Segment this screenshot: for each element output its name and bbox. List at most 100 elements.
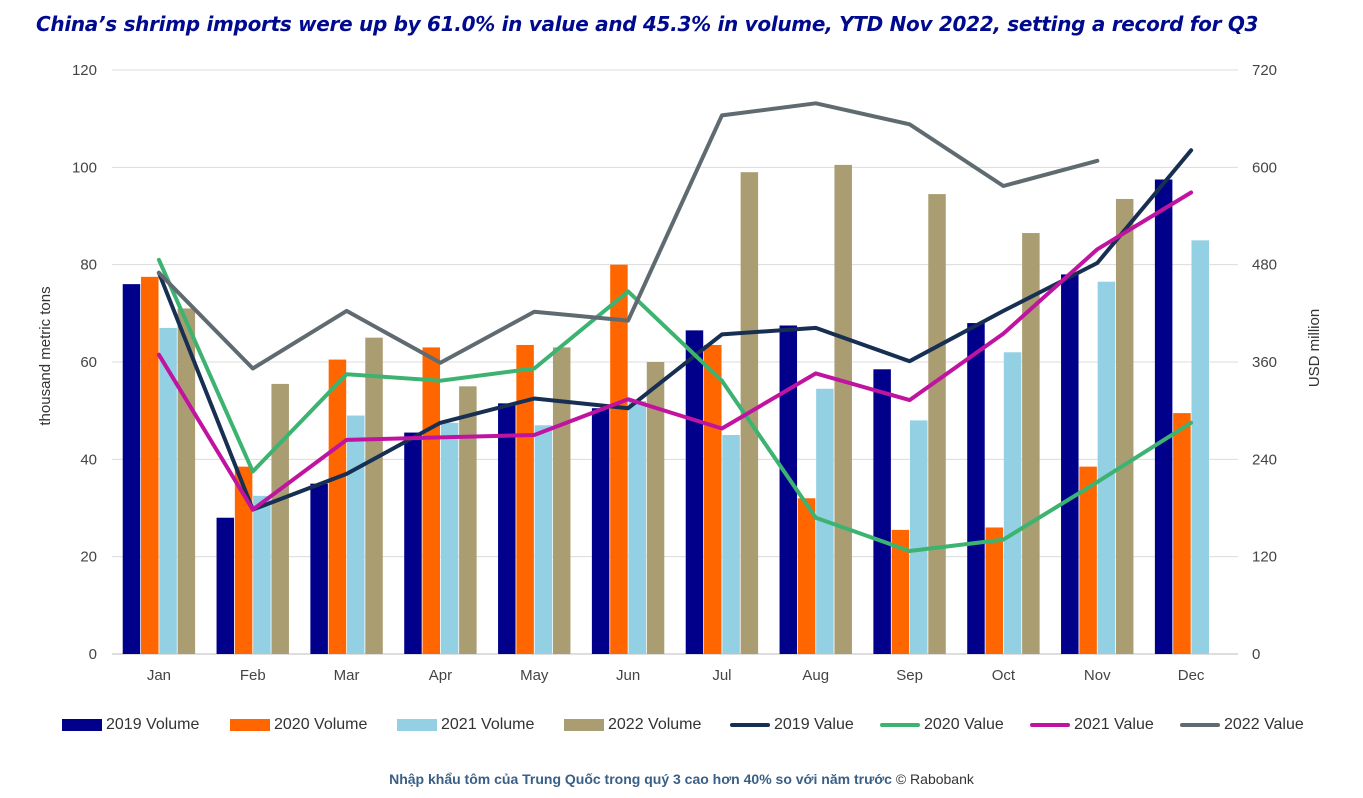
x-tick-label: Dec <box>1178 667 1205 684</box>
bar <box>141 276 159 654</box>
bar <box>722 435 740 654</box>
bar <box>610 264 628 654</box>
bar <box>498 403 516 654</box>
series-line <box>156 101 1100 371</box>
legend-label: 2022 Value <box>1224 716 1304 733</box>
y-left-tick-label: 120 <box>72 62 97 79</box>
x-tick-label: Jun <box>616 667 640 684</box>
bar <box>1061 274 1079 654</box>
bar <box>909 420 928 654</box>
bar <box>873 369 891 654</box>
y-right-axis-label: USD million <box>1306 309 1323 387</box>
y-right-tick-label: 360 <box>1252 354 1277 371</box>
y-left-tick-label: 0 <box>89 646 97 663</box>
y-right-tick-label: 240 <box>1252 451 1277 468</box>
legend-item: 2021 Volume <box>397 716 534 734</box>
bar <box>704 344 722 654</box>
x-tick-label: Jan <box>147 667 171 684</box>
legend-label: 2019 Value <box>774 716 854 733</box>
x-tick-label: Mar <box>334 667 360 684</box>
legend-item: 2022 Volume <box>564 716 701 734</box>
legend-swatch <box>1030 723 1070 727</box>
bar <box>1097 281 1116 654</box>
chart-title: China’s shrimp imports were up by 61.0% … <box>36 12 1259 36</box>
y-left-tick-label: 40 <box>80 451 97 468</box>
caption-text: Nhập khẩu tôm của Trung Quốc trong quý 3… <box>389 771 892 787</box>
legend-swatch <box>1180 723 1220 727</box>
legend-swatch <box>230 719 270 731</box>
x-tick-label: Sep <box>896 667 923 684</box>
legend-item: 2019 Volume <box>62 716 199 734</box>
bar <box>216 517 235 654</box>
y-right-tick-label: 120 <box>1252 549 1277 566</box>
x-tick-label: Oct <box>992 667 1016 684</box>
legend-swatch <box>564 719 604 731</box>
series-line <box>156 190 1194 512</box>
bar <box>1191 240 1209 655</box>
bar <box>534 425 553 654</box>
bar <box>591 408 610 654</box>
bar <box>346 415 365 654</box>
y-right-tick-label: 600 <box>1252 159 1277 176</box>
legend-label: 2019 Volume <box>106 716 200 733</box>
bar <box>310 483 328 654</box>
y-left-tick-label: 20 <box>80 549 97 566</box>
bar <box>1022 233 1040 655</box>
y-left-tick-label: 60 <box>80 354 97 371</box>
figure-caption: Nhập khẩu tôm của Trung Quốc trong quý 3… <box>0 771 1363 787</box>
caption-credit: © Rabobank <box>895 771 974 787</box>
legend-swatch <box>62 719 102 731</box>
bar <box>404 432 422 654</box>
x-tick-label: May <box>520 667 549 684</box>
legend-swatch <box>397 719 437 731</box>
y-left-tick-label: 100 <box>72 159 97 176</box>
bar <box>516 344 534 654</box>
bar <box>440 422 459 654</box>
bar <box>328 359 347 654</box>
legend-item: 2021 Value <box>1030 716 1154 734</box>
bar <box>985 527 1004 654</box>
legend-swatch <box>730 723 770 727</box>
bar <box>891 529 910 654</box>
bar <box>159 327 177 654</box>
bar <box>967 323 985 654</box>
y-left-axis-label: thousand metric tons <box>37 286 54 425</box>
bar <box>628 400 646 654</box>
bar <box>253 495 271 654</box>
bar <box>1003 352 1022 654</box>
y-right-tick-label: 0 <box>1252 646 1260 663</box>
bar <box>422 347 441 654</box>
bar <box>685 330 704 654</box>
series-line <box>156 148 1194 512</box>
legend-item: 2019 Value <box>730 716 854 734</box>
x-tick-label: Aug <box>802 667 829 684</box>
legend-item: 2020 Volume <box>230 716 367 734</box>
bar <box>271 383 289 654</box>
legend-item: 2022 Value <box>1180 716 1304 734</box>
bar <box>646 362 665 654</box>
y-left-tick-label: 80 <box>80 257 97 274</box>
legend-swatch <box>880 723 920 727</box>
bar <box>1173 413 1191 654</box>
legend-label: 2021 Value <box>1074 716 1154 733</box>
bar <box>234 466 253 654</box>
legend-item: 2020 Value <box>880 716 1004 734</box>
bar <box>552 347 571 654</box>
y-right-tick-label: 480 <box>1252 257 1277 274</box>
y-right-tick-label: 720 <box>1252 62 1277 79</box>
bar <box>1154 179 1173 654</box>
bar <box>928 194 946 654</box>
bar <box>1079 466 1097 654</box>
bar <box>797 498 816 654</box>
bar <box>365 337 383 654</box>
x-tick-label: Nov <box>1084 667 1111 684</box>
legend-label: 2020 Volume <box>274 716 368 733</box>
series-line <box>156 257 1194 553</box>
x-tick-label: Jul <box>712 667 731 684</box>
bar <box>779 325 798 654</box>
bar <box>834 164 852 654</box>
bar <box>1115 198 1134 654</box>
legend-label: 2022 Volume <box>608 716 702 733</box>
legend-label: 2021 Volume <box>441 716 535 733</box>
